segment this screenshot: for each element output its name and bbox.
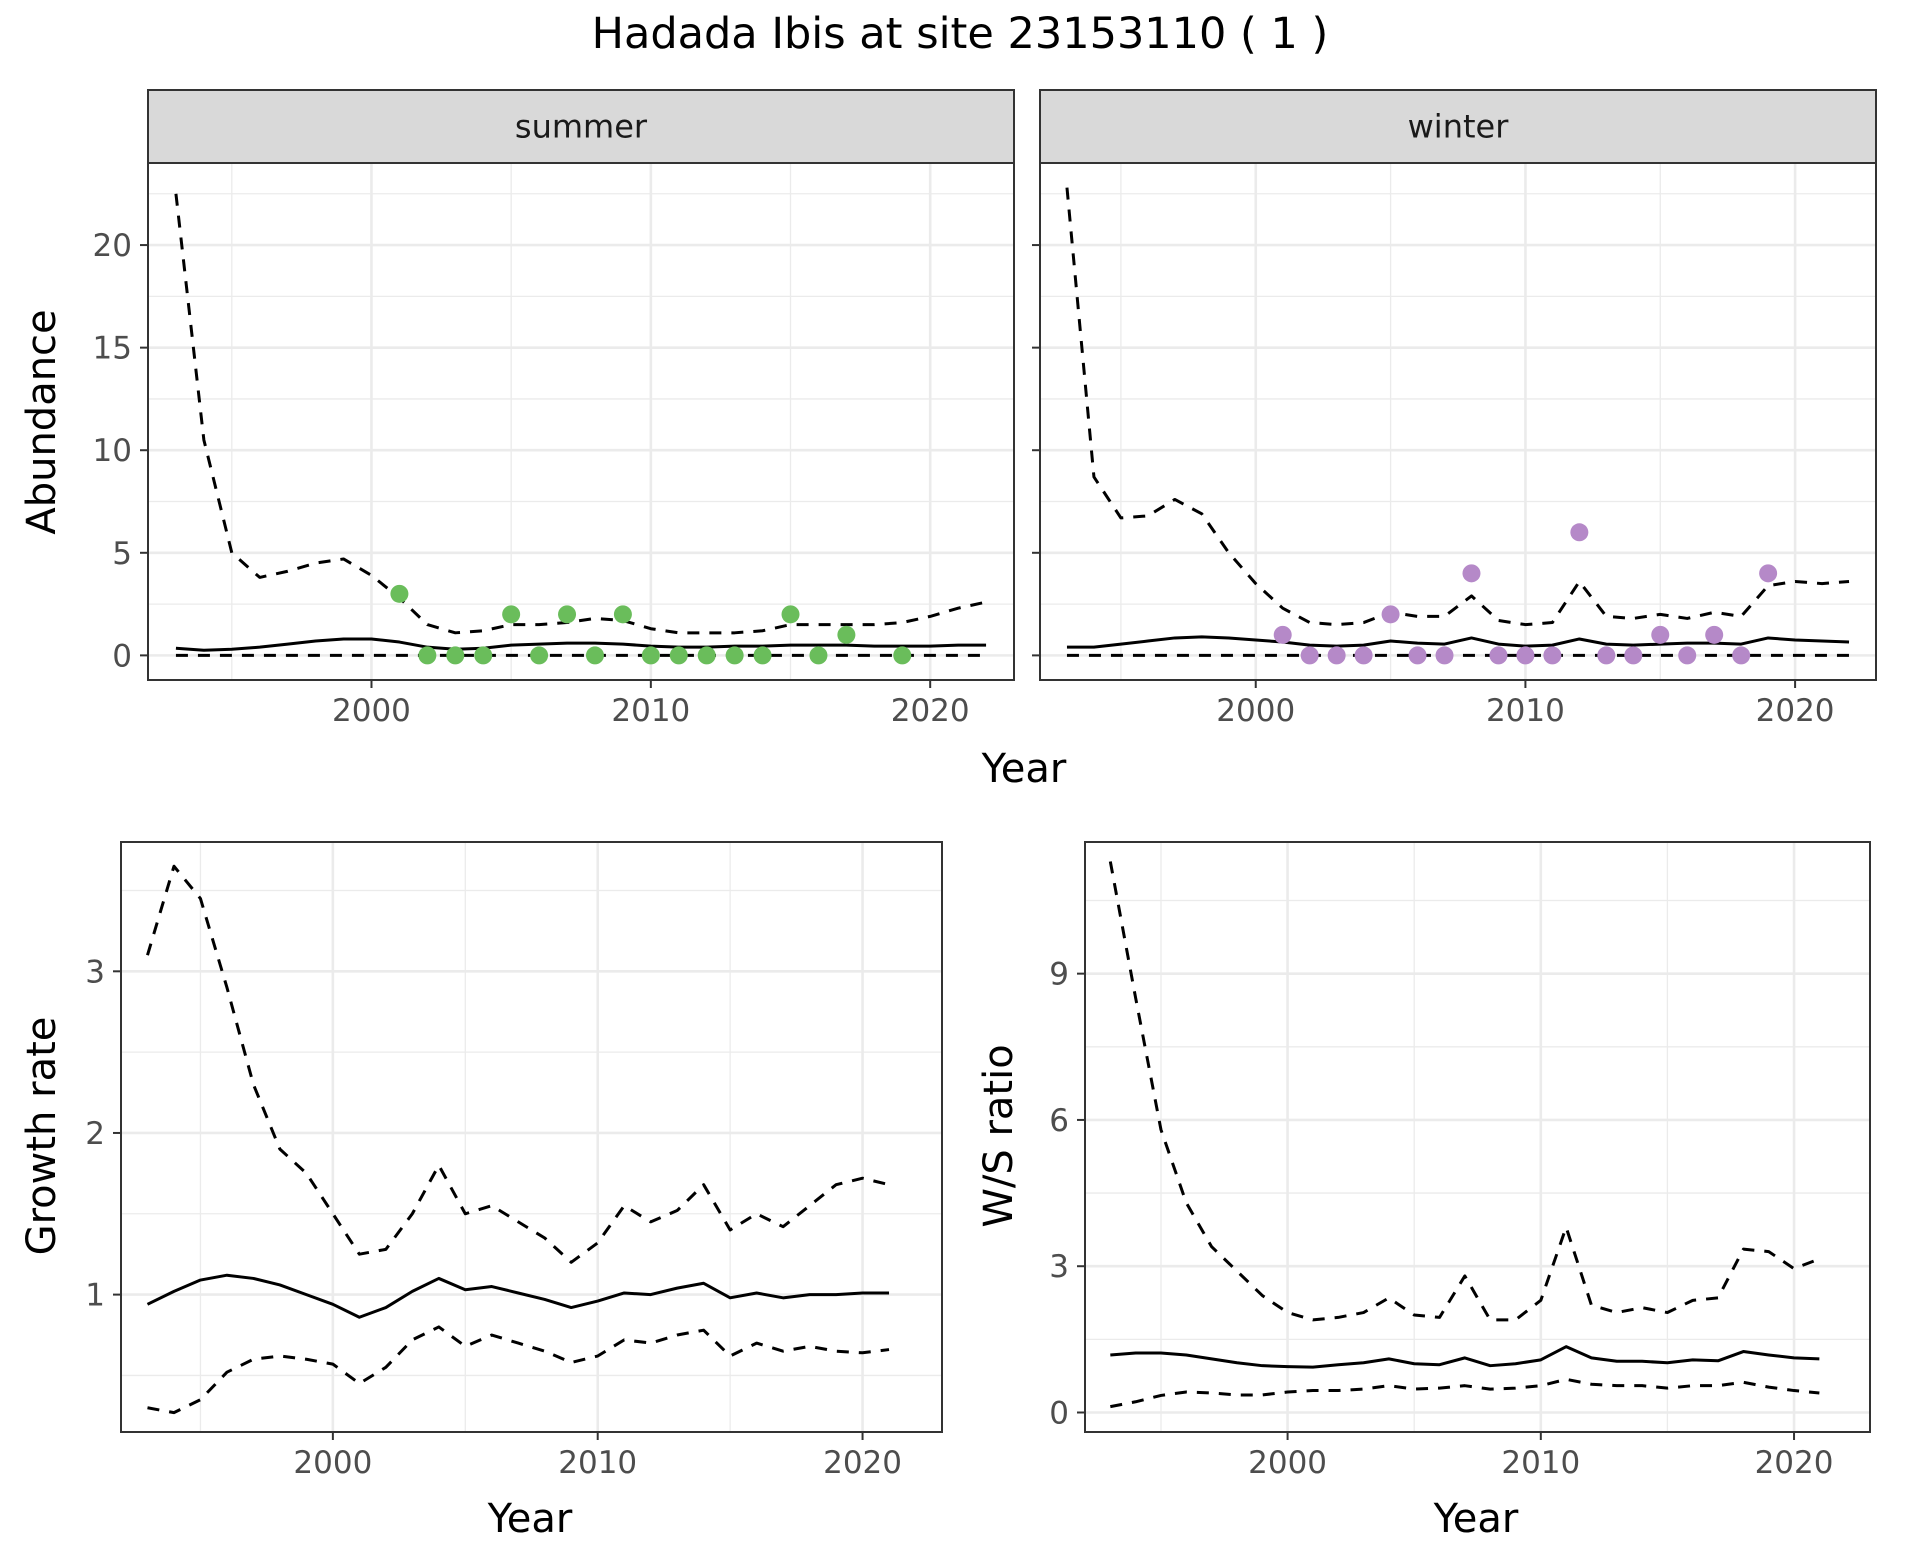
summer-plot-area: [148, 163, 1014, 680]
winter-observed-point: [1381, 605, 1400, 624]
ratio-x-axis-title: Year: [1433, 1496, 1519, 1542]
x-tick-label: 2020: [1756, 693, 1835, 729]
top-x-axis-title: Year: [981, 746, 1067, 792]
y-tick-label: 5: [112, 536, 132, 572]
winter-strip: [1039, 89, 1877, 164]
x-tick-label: 2020: [891, 693, 970, 729]
winter-plot-area: [1040, 163, 1876, 680]
winter-estimate-line: [1066, 635, 1850, 649]
y-tick-label: 2: [85, 1116, 105, 1152]
growth-panel-border: [120, 841, 943, 1433]
winter-observed-point: [1273, 625, 1292, 644]
winter-observed-point: [1543, 646, 1562, 665]
summer-estimate-line: [175, 637, 987, 652]
summer-observed-point: [613, 605, 632, 624]
x-tick-label: 2010: [1501, 1445, 1580, 1481]
top-y-axis-title: Abundance: [19, 309, 65, 534]
winter-observed-point: [1489, 646, 1508, 665]
winter-observed-point: [1408, 646, 1427, 665]
summer-observed-point: [641, 646, 660, 665]
summer-observed-point: [530, 646, 549, 665]
y-tick-label: 0: [112, 638, 132, 674]
summer-observed-point: [446, 646, 465, 665]
y-tick-label: 9: [1049, 957, 1069, 993]
panel-growth: 2000 2010 2020 1 2 3: [85, 841, 943, 1481]
summer-observed-point: [809, 646, 828, 665]
figure-title: Hadada Ibis at site 23153110 ( 1 ): [592, 9, 1329, 59]
x-tick-label: 2000: [1216, 693, 1295, 729]
x-tick-label: 2010: [611, 693, 690, 729]
summer-observed-point: [585, 646, 604, 665]
winter-observed-point: [1300, 646, 1319, 665]
growth-estimate-line: [146, 1273, 890, 1319]
winter-upper-line: [1065, 187, 1850, 627]
growth-lower-line: [147, 1325, 890, 1415]
winter-observed-point: [1570, 523, 1589, 542]
winter-observed-point: [1327, 646, 1346, 665]
summer-observed-point: [753, 646, 772, 665]
x-tick-label: 2000: [332, 693, 411, 729]
summer-strip-label: summer: [515, 108, 648, 146]
growth-upper-line: [146, 864, 890, 1264]
winter-observed-point: [1624, 646, 1643, 665]
winter-observed-point: [1462, 564, 1481, 583]
summer-observed-point: [558, 605, 577, 624]
y-tick-label: 1: [85, 1278, 105, 1314]
ratio-panel-border: [1084, 841, 1871, 1433]
panel-summer: summer 2000 2010 2020 0 5 10 15 20: [93, 89, 1015, 729]
winter-strip-label: winter: [1408, 108, 1510, 146]
growth-y-axis-title: Growth rate: [19, 1017, 65, 1256]
y-tick-label: 0: [1049, 1395, 1069, 1431]
summer-strip: [147, 89, 1015, 164]
winter-observed-point: [1354, 646, 1373, 665]
summer-observed-point: [502, 605, 521, 624]
x-tick-label: 2020: [1755, 1445, 1834, 1481]
panel-ratio: 2000 2010 2020 0 3 6 9: [1049, 841, 1871, 1481]
summer-observed-point: [893, 646, 912, 665]
x-tick-label: 2010: [1486, 693, 1565, 729]
winter-observed-point: [1678, 646, 1697, 665]
ratio-y-axis-title: W/S ratio: [976, 1044, 1022, 1227]
x-tick-label: 2010: [558, 1445, 637, 1481]
summer-observed-point: [669, 646, 688, 665]
winter-observed-point: [1651, 625, 1670, 644]
summer-observed-point: [837, 625, 856, 644]
x-tick-label: 2020: [823, 1445, 902, 1481]
winter-observed-point: [1435, 646, 1454, 665]
winter-observed-point: [1516, 646, 1535, 665]
growth-x-axis-title: Year: [487, 1496, 573, 1542]
winter-observed-point: [1597, 646, 1616, 665]
growth-plot-area: [121, 842, 942, 1432]
y-tick-label: 6: [1049, 1103, 1069, 1139]
ratio-estimate-line: [1110, 1345, 1820, 1369]
summer-upper-line: [174, 193, 987, 635]
summer-observed-point: [418, 646, 437, 665]
summer-observed-point: [474, 646, 493, 665]
y-tick-label: 10: [93, 433, 132, 469]
y-tick-label: 3: [1049, 1249, 1069, 1285]
y-tick-label: 3: [85, 954, 105, 990]
winter-observed-point: [1732, 646, 1751, 665]
summer-observed-point: [697, 646, 716, 665]
winter-observed-point: [1759, 564, 1778, 583]
winter-observed-point: [1705, 625, 1724, 644]
ratio-lower-line: [1110, 1377, 1820, 1409]
summer-observed-point: [725, 646, 744, 665]
y-tick-label: 20: [93, 228, 132, 264]
ratio-upper-line: [1108, 861, 1820, 1322]
x-tick-label: 2000: [293, 1445, 372, 1481]
x-tick-label: 2000: [1248, 1445, 1327, 1481]
panel-winter: winter 2000 2010 2020: [1032, 89, 1877, 729]
y-tick-label: 15: [93, 331, 132, 367]
summer-observed-point: [390, 584, 409, 603]
ratio-plot-area: [1085, 842, 1870, 1432]
summer-observed-point: [781, 605, 800, 624]
